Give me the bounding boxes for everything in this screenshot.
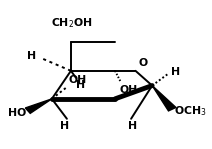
Text: OH: OH bbox=[119, 85, 137, 95]
Text: H: H bbox=[60, 121, 70, 131]
Text: H: H bbox=[76, 80, 85, 90]
Polygon shape bbox=[25, 99, 52, 113]
Text: OCH$_3$: OCH$_3$ bbox=[174, 104, 206, 118]
Text: H: H bbox=[171, 67, 180, 77]
Text: OH: OH bbox=[69, 74, 87, 84]
Text: O: O bbox=[138, 58, 147, 68]
Text: H: H bbox=[27, 51, 36, 61]
Text: HO: HO bbox=[7, 108, 26, 118]
Polygon shape bbox=[152, 86, 176, 111]
Text: CH$_2$OH: CH$_2$OH bbox=[51, 16, 93, 30]
Text: H: H bbox=[128, 121, 137, 131]
